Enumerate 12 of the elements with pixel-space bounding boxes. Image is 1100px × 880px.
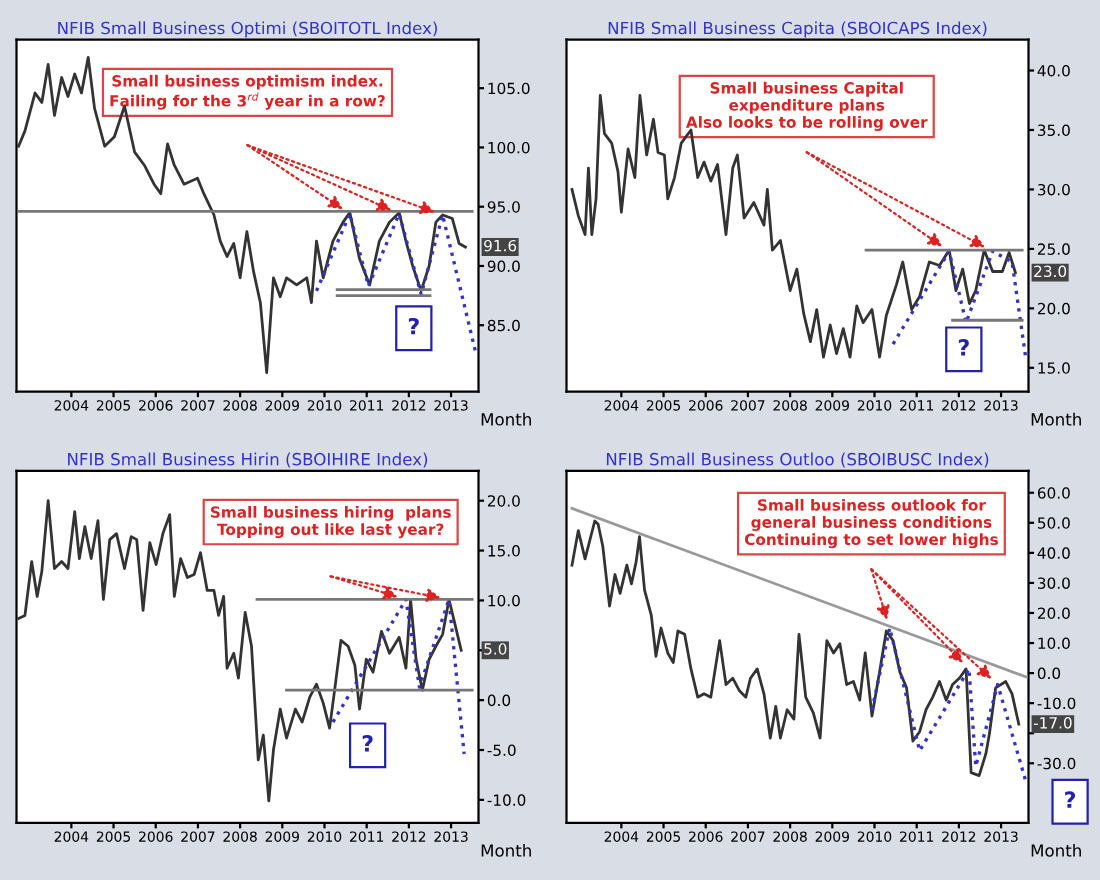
annotation: ? [362,735,373,752]
chart-title: NFIB Small Business Outloo (SBOIBUSC Index) [606,452,989,468]
annotation: ? [958,339,969,356]
x-axis-title: Month [1031,843,1081,857]
x-axis-title: Month [481,843,531,857]
annotation: ? [408,317,419,335]
chart-title: NFIB Small Business Hirin (SBOIHIRE Index) [68,452,428,468]
chart-title: NFIB Small Business Capita (SBOICAPS Index) [608,21,987,38]
x-axis-title: Month [481,412,531,426]
chart-title: NFIB Small Business Optimi (SBOITOTL Index) [58,21,437,38]
text: ? [1065,791,1076,808]
x-axis-title: Month [1031,412,1081,426]
